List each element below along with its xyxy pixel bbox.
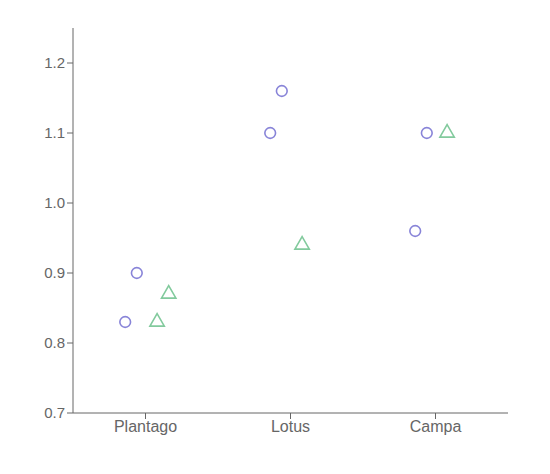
svg-text:Lotus: Lotus — [271, 418, 310, 435]
svg-text:0.7: 0.7 — [44, 404, 65, 421]
svg-text:0.8: 0.8 — [44, 334, 65, 351]
svg-text:Campa: Campa — [410, 418, 462, 435]
svg-text:1.1: 1.1 — [44, 124, 65, 141]
svg-text:1.0: 1.0 — [44, 194, 65, 211]
svg-text:Plantago: Plantago — [114, 418, 177, 435]
svg-text:0.9: 0.9 — [44, 264, 65, 281]
svg-text:1.2: 1.2 — [44, 54, 65, 71]
